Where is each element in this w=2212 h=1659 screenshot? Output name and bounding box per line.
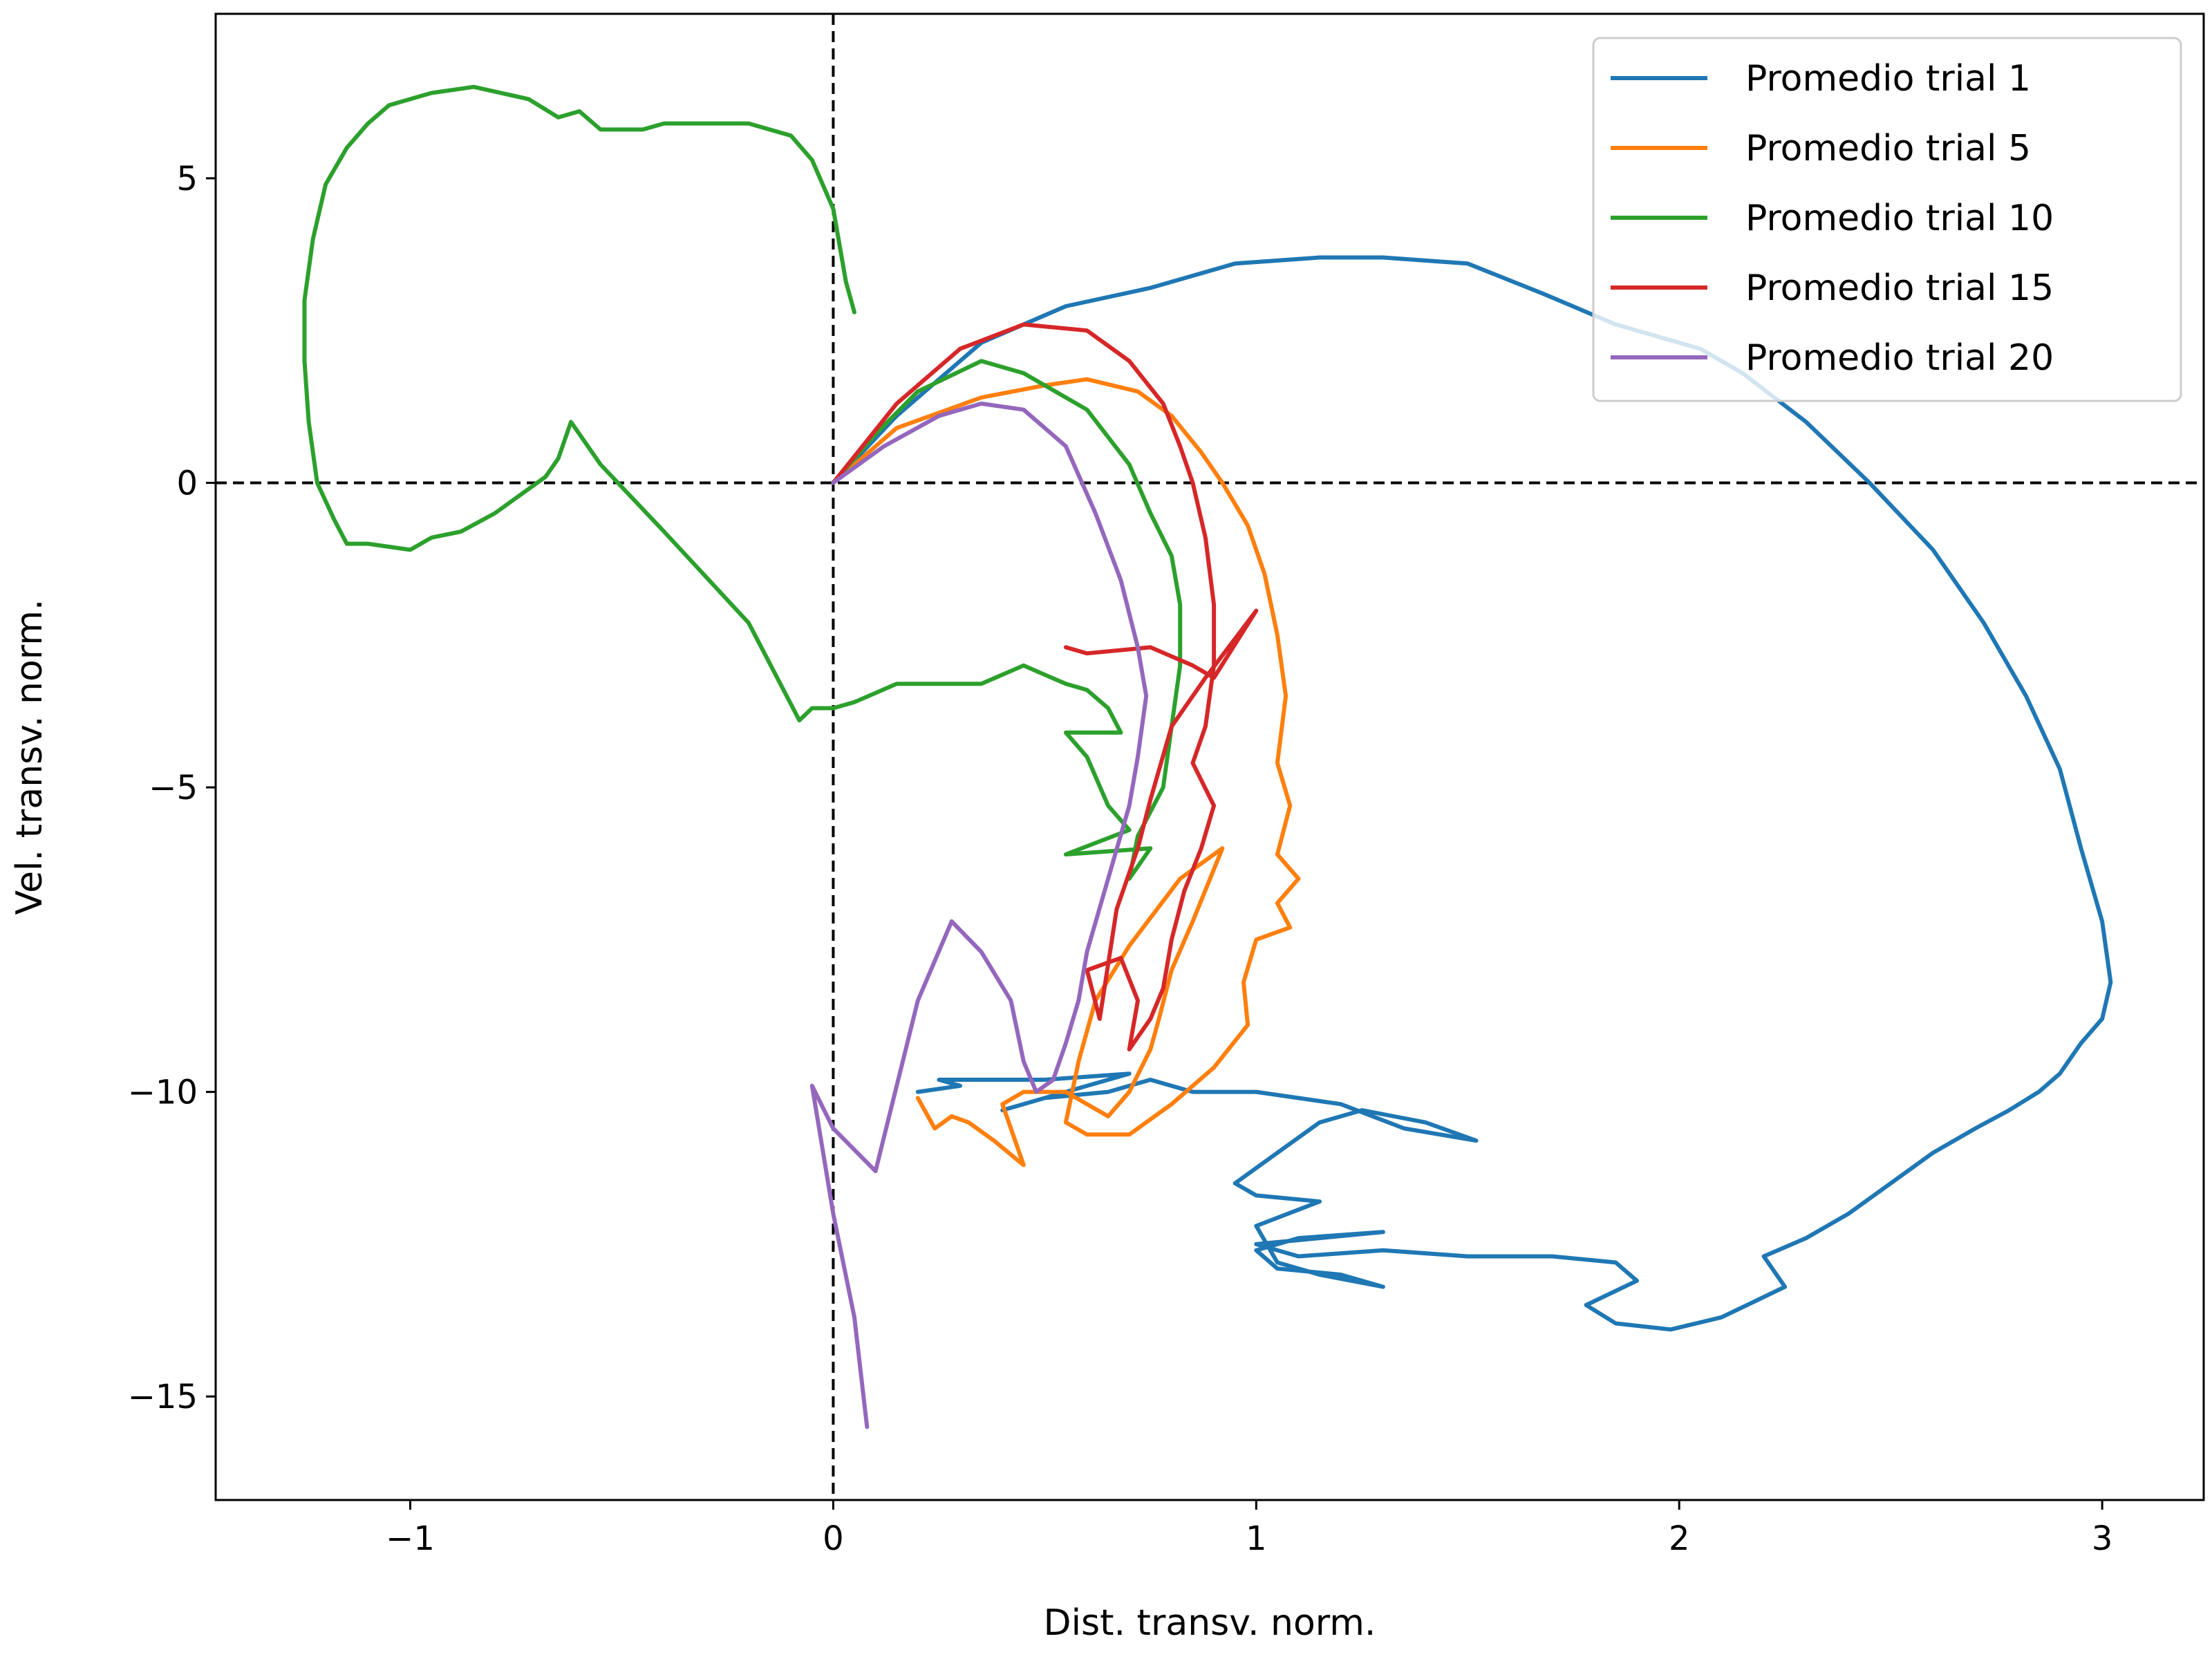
x-tick-label: 3: [2092, 1519, 2113, 1558]
y-tick-label: 0: [176, 464, 198, 503]
series-line-4: [831, 322, 1259, 1051]
series-line-2: [831, 377, 1301, 1168]
legend-label: Promedio trial 15: [1745, 268, 2054, 309]
y-axis: 5 0 −5 −10 −15: [128, 160, 216, 1416]
legend-label: Promedio trial 10: [1745, 198, 2054, 239]
y-tick-label: −15: [128, 1378, 198, 1416]
x-tick-label: 0: [823, 1519, 844, 1558]
legend-label: Promedio trial 20: [1745, 337, 2054, 379]
series-line-3: [302, 84, 1183, 881]
legend-box: [1592, 37, 2182, 402]
x-tick-label: 2: [1669, 1519, 1690, 1558]
series-line-1: [831, 255, 2113, 1332]
legend-label: Promedio trial 5: [1745, 128, 2031, 169]
plot-frame: [214, 12, 2205, 1501]
reference-lines: [216, 14, 2204, 1500]
legend: Promedio trial 1 Promedio trial 5 Promedio…: [1592, 37, 2182, 402]
y-tick-label: −10: [128, 1074, 198, 1112]
y-axis-label: Vel. transv. norm.: [9, 599, 50, 915]
legend-label: Promedio trial 1: [1745, 58, 2031, 100]
series-layer: [302, 84, 2113, 1430]
series-line-5: [809, 401, 1149, 1430]
x-axis-label: Dist. transv. norm.: [1044, 1602, 1376, 1644]
x-axis: −1 0 1 2 3: [386, 1500, 2112, 1558]
y-tick-label: −5: [149, 769, 198, 807]
x-tick-label: −1: [386, 1519, 435, 1558]
x-tick-label: 1: [1246, 1519, 1267, 1558]
y-tick-label: 5: [176, 160, 198, 198]
